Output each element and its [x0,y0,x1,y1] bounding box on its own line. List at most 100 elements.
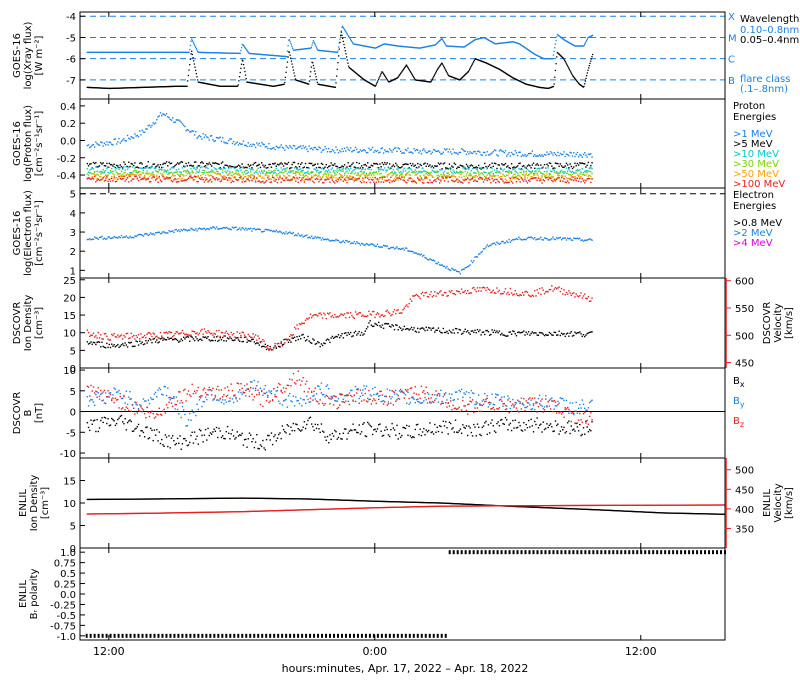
data-point [439,182,440,183]
data-point [267,172,268,173]
data-point [250,175,251,176]
data-point [382,324,383,325]
data-point [461,173,462,174]
data-point [479,253,480,254]
data-point [217,163,218,164]
data-point [293,72,294,73]
data-point [216,336,217,337]
data-point [433,171,434,172]
data-point [439,169,440,170]
data-point [104,165,105,166]
data-point [131,163,132,164]
data-point [408,167,409,168]
data-point [377,173,378,174]
data-point [237,174,238,175]
data-point [437,170,438,171]
data-point [266,229,267,230]
data-point [398,166,399,167]
data-point [117,141,118,142]
data-point [589,178,590,179]
data-point [113,344,114,345]
data-point [359,168,360,169]
data-point [122,139,123,140]
data-point [310,71,311,72]
data-point [354,169,355,170]
data-point [245,227,246,228]
data-point [162,113,163,114]
data-point [412,329,413,330]
data-point [341,148,342,149]
data-point [583,240,584,241]
data-point [215,340,216,341]
data-point [467,330,468,331]
data-point [529,237,530,238]
data-point [356,334,357,335]
data-point [261,170,262,171]
data-point [471,65,472,66]
data-point [150,232,151,233]
data-point [591,240,592,241]
data-point [202,228,203,229]
data-point [564,60,565,61]
data-point [337,69,338,70]
data-point [373,172,374,173]
data-point [533,332,534,333]
data-point [452,173,453,174]
data-point [96,337,97,338]
data-point [383,169,384,170]
data-point [363,244,364,245]
data-point [372,165,373,166]
data-point [424,150,425,151]
data-point [184,338,185,339]
data-point [321,343,322,344]
data-point [168,177,169,178]
data-point [237,169,238,170]
data-point [365,330,366,331]
data-point [346,176,347,177]
data-point [126,344,127,345]
data-point [589,154,590,155]
data-point [556,172,557,173]
data-point [326,239,327,240]
data-point [204,166,205,167]
data-point [545,176,546,177]
data-point [535,239,536,240]
data-point [510,179,511,180]
data-point [460,152,461,153]
data-point [460,174,461,175]
data-point [244,176,245,177]
data-point [383,328,384,329]
data-point [232,340,233,341]
data-point [146,233,147,234]
data-point [113,176,114,177]
data-point [380,177,381,178]
data-point [423,170,424,171]
data-point [234,144,235,145]
data-point [496,168,497,169]
data-point [580,181,581,182]
data-point [99,237,100,238]
data-point [435,179,436,180]
data-point [378,79,379,80]
data-point [521,239,522,240]
data-point [502,164,503,165]
data-point [488,154,489,155]
data-point [357,178,358,179]
data-point [350,332,351,333]
data-point [209,171,210,172]
data-point [272,171,273,172]
data-point [469,264,470,265]
data-point [401,175,402,176]
data-point [126,179,127,180]
data-point [189,229,190,230]
data-point [244,67,245,68]
data-point [438,171,439,172]
data-point [246,78,247,79]
data-point [515,177,516,178]
data-point [465,180,466,181]
data-point [372,177,373,178]
data-point [522,154,523,155]
data-point [517,155,518,156]
data-point [163,231,164,232]
data-point [505,179,506,180]
